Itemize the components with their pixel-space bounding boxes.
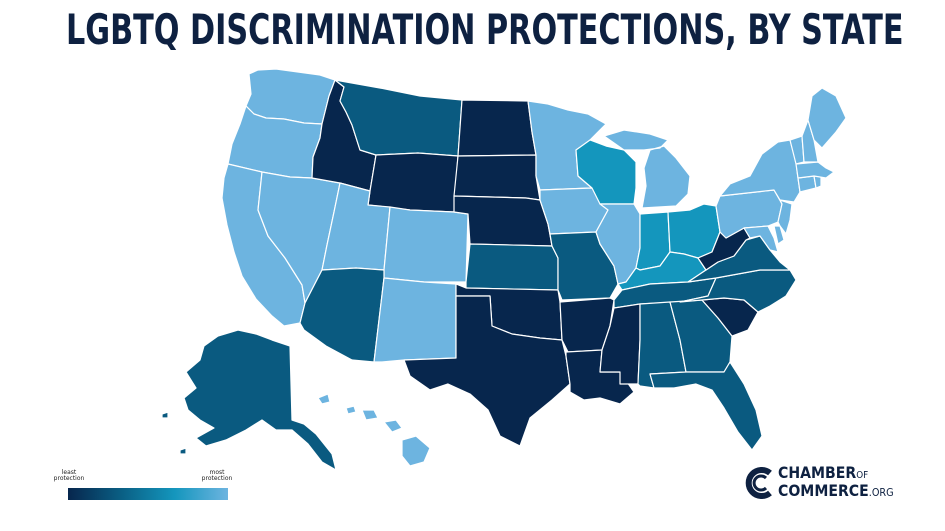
logo-org-text: .ORG xyxy=(868,486,894,499)
state-arizona[interactable] xyxy=(299,267,385,363)
state-new-jersey[interactable] xyxy=(777,199,793,235)
state-alaska-island-2[interactable] xyxy=(161,411,169,419)
state-alaska[interactable] xyxy=(183,329,337,471)
state-colorado[interactable] xyxy=(383,206,469,283)
legend-most-label: most protection xyxy=(201,469,233,482)
state-delaware[interactable] xyxy=(773,225,785,245)
state-maryland[interactable] xyxy=(743,225,779,253)
state-wisconsin[interactable] xyxy=(575,139,637,205)
state-connecticut[interactable] xyxy=(797,175,817,193)
state-michigan[interactable] xyxy=(603,129,691,209)
legend-least-label: least protection xyxy=(53,469,85,482)
state-mississippi[interactable] xyxy=(599,303,641,385)
logo-line-1: CHAMBEROF xyxy=(778,464,868,485)
state-massachusetts[interactable] xyxy=(795,161,835,179)
state-alaska-island-1[interactable] xyxy=(179,447,187,455)
state-wyoming[interactable] xyxy=(367,152,459,213)
state-new-hampshire[interactable] xyxy=(801,119,819,163)
logo-chamber-text: CHAMBER xyxy=(778,463,857,482)
state-north-dakota[interactable] xyxy=(457,99,537,157)
logo-c-mark-icon xyxy=(745,467,772,499)
state-maine[interactable] xyxy=(807,87,847,149)
state-south-dakota[interactable] xyxy=(453,154,541,201)
legend: least protection most protection xyxy=(52,470,242,506)
logo-of-text: OF xyxy=(856,470,869,481)
logo-commerce-text: COMMERCE xyxy=(778,481,869,500)
state-florida[interactable] xyxy=(649,361,763,451)
state-new-mexico[interactable] xyxy=(373,277,457,363)
logo-line-2: COMMERCE.ORG xyxy=(778,482,894,502)
state-kansas[interactable] xyxy=(465,243,559,291)
chamber-of-commerce-logo: CHAMBEROF COMMERCE.ORG xyxy=(742,462,932,506)
legend-gradient-bar xyxy=(68,488,228,500)
state-texas[interactable] xyxy=(403,295,571,447)
state-hawaii[interactable] xyxy=(317,393,431,467)
state-nebraska[interactable] xyxy=(453,195,553,247)
